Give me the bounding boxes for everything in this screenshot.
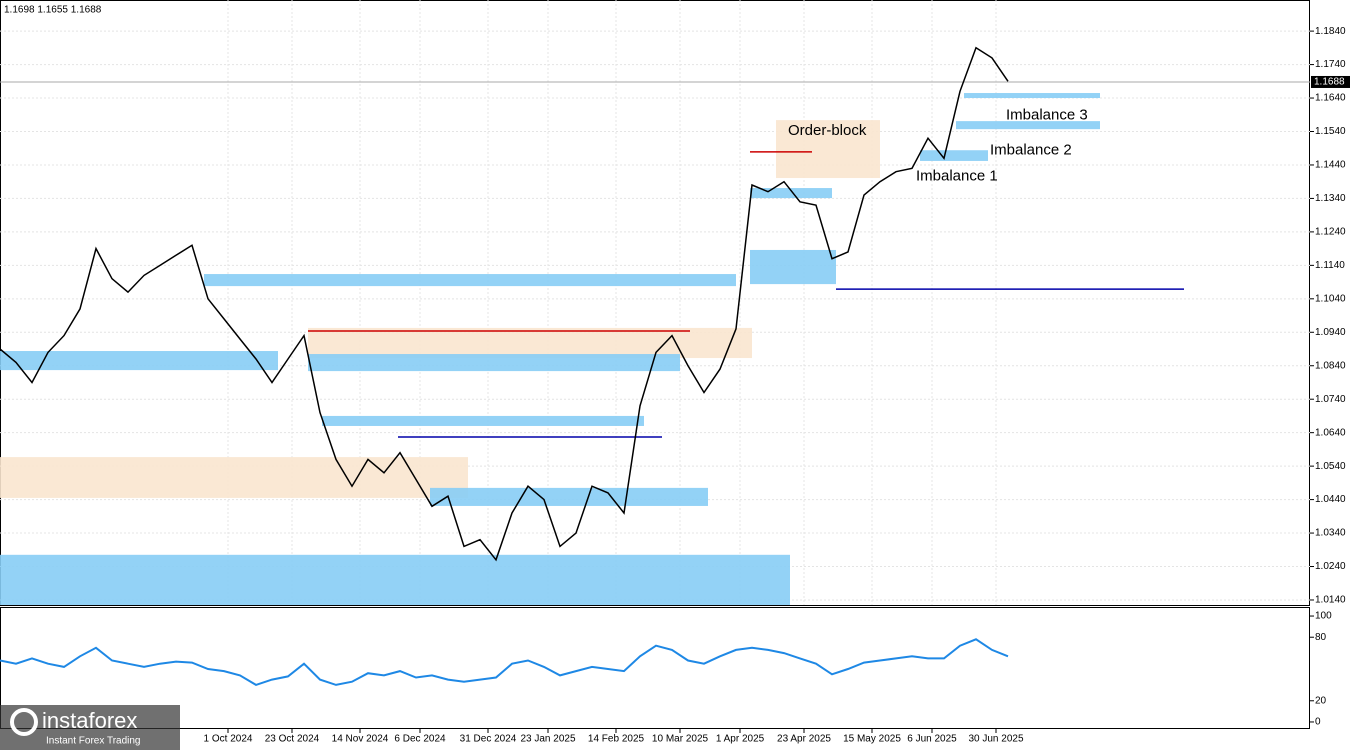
zone [0,351,278,371]
y-tick-label: 1.1740 [1315,59,1346,70]
logo-tagline: Instant Forex Trading [46,736,141,747]
y-tick-label: 1.0840 [1315,360,1346,371]
x-tick-label: 31 Dec 2024 [460,734,517,745]
zone [964,93,1100,99]
zone [920,150,988,161]
x-tick-label: 10 Mar 2025 [652,734,709,745]
y-tick-label: 1.1040 [1315,293,1346,304]
zone [956,121,1100,130]
x-tick-label: 15 May 2025 [843,734,901,745]
zone [750,249,836,285]
x-tick-label: 23 Jan 2025 [520,734,575,745]
y-tick-label: 1.0240 [1315,561,1346,572]
logo-icon [10,708,38,736]
zone [750,188,832,199]
y-tick-label: 1.0640 [1315,427,1346,438]
y-tick-label: 20 [1315,695,1327,706]
x-tick-label: 1 Apr 2025 [716,734,765,745]
header: 1.1698 1.1655 1.1688 [4,5,102,16]
x-tick-label: 14 Feb 2025 [588,734,645,745]
y-tick-label: 1.0440 [1315,494,1346,505]
y-tick-label: 80 [1315,632,1327,643]
zone [308,354,680,372]
y-tick-label: 1.1340 [1315,193,1346,204]
last-price-label: 1.1688 [1314,77,1345,88]
zone [322,415,644,426]
y-tick-label: 1.1640 [1315,93,1346,104]
zone [430,487,708,506]
zone [0,554,790,605]
y-tick-label: 100 [1315,611,1332,622]
last-price-box [1311,75,1350,88]
y-tick-label: 1.1140 [1315,260,1345,271]
x-tick-label: 1 Oct 2024 [204,734,253,745]
y-tick-label: 1.0340 [1315,528,1346,539]
x-tick-label: 23 Apr 2025 [777,734,831,745]
zone [308,327,752,359]
x-tick-label: 6 Jun 2025 [907,734,957,745]
y-tick-label: 1.0740 [1315,394,1346,405]
zone [0,457,468,498]
annotation: Imbalance 3 [1006,107,1088,124]
logo-name: instaforex [42,708,137,733]
annotation: Imbalance 1 [916,167,998,184]
price-frame [0,0,1310,606]
y-tick-label: 1.0140 [1315,595,1346,606]
y-tick-label: 1.1540 [1315,126,1346,137]
x-tick-label: 14 Nov 2024 [332,734,389,745]
oscillator-frame [0,607,1310,729]
price-line [0,46,1009,562]
y-tick-label: 1.1840 [1315,26,1346,37]
x-tick-label: 23 Oct 2024 [265,734,320,745]
zone [204,274,736,287]
x-tick-label: 30 Jun 2025 [968,734,1023,745]
x-tick-label: 6 Dec 2024 [394,734,446,745]
annotation: Order-block [788,122,867,139]
y-tick-label: 1.1240 [1315,227,1346,238]
y-tick-label: 1.1440 [1315,160,1346,171]
oscillator-line [0,638,1009,686]
annotation: Imbalance 2 [990,142,1072,159]
y-tick-label: 0 [1315,717,1321,728]
y-tick-label: 1.0540 [1315,461,1346,472]
y-tick-label: 1.0940 [1315,327,1346,338]
zone [776,120,880,179]
